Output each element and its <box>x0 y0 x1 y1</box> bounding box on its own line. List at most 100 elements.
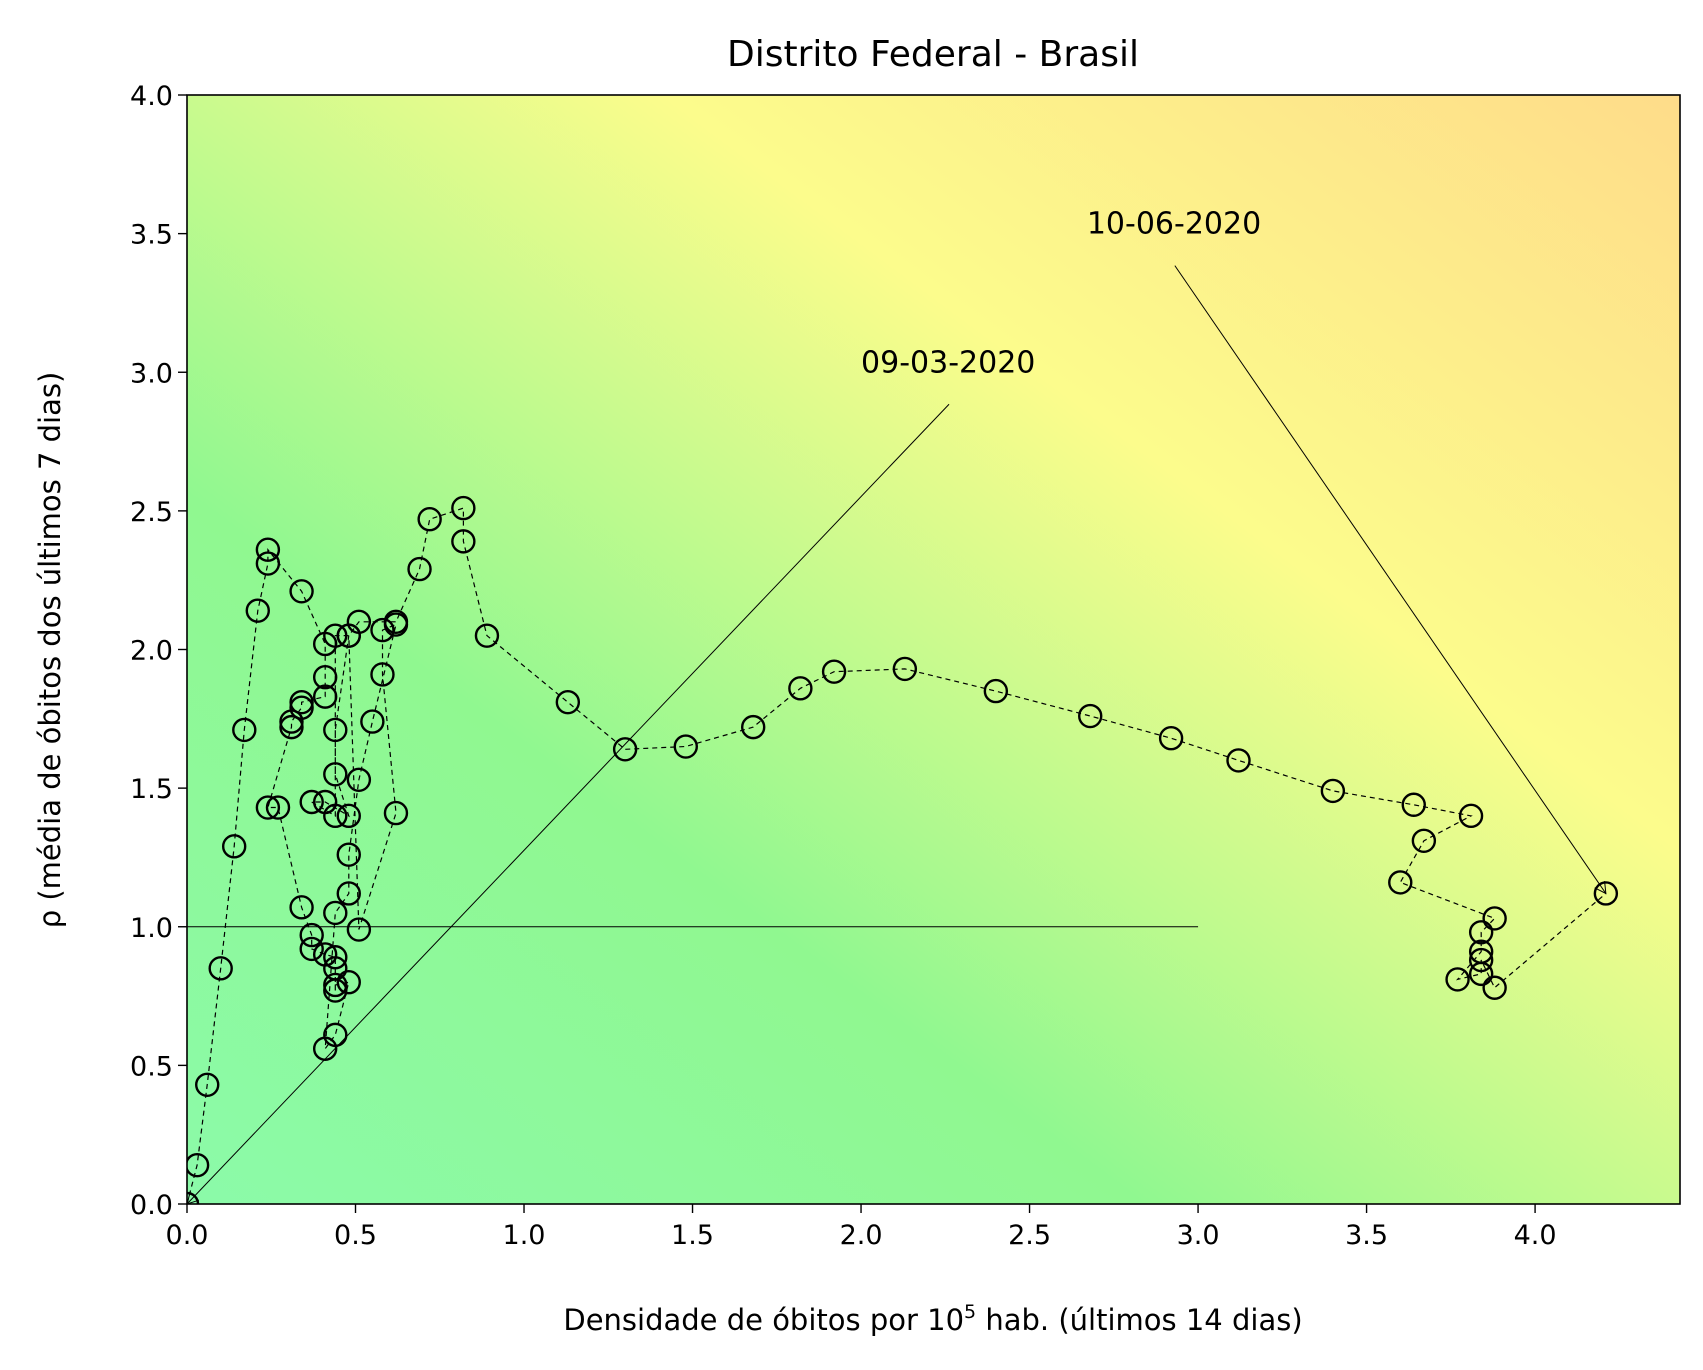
plot-area <box>187 495 1619 1204</box>
plot-background <box>187 95 1680 1204</box>
data-point <box>299 922 324 948</box>
data-point <box>323 717 348 743</box>
data-point <box>892 656 918 682</box>
x-axis-label-main: Densidade de óbitos por 10 <box>563 1303 964 1337</box>
data-point <box>336 970 361 995</box>
data-point <box>323 945 348 970</box>
x-axis-label-sup: 5 <box>964 1301 976 1323</box>
data-point <box>1482 906 1507 931</box>
data-point <box>821 659 847 684</box>
data-point <box>370 662 395 687</box>
data-point <box>232 717 257 743</box>
y-tick-label: 4.0 <box>130 81 173 112</box>
chart-title: Distrito Federal - Brasil <box>727 34 1139 75</box>
data-point <box>323 762 348 787</box>
data-point <box>740 714 766 740</box>
data-point <box>1468 961 1494 987</box>
data-point <box>289 895 314 920</box>
data-point <box>245 598 270 623</box>
data-point <box>279 709 304 734</box>
data-point <box>346 609 372 634</box>
data-point <box>289 689 314 715</box>
x-tick-label: 4.0 <box>1514 1220 1557 1251</box>
data-point <box>346 767 372 793</box>
data-point <box>255 795 281 820</box>
data-point <box>1482 975 1507 1000</box>
data-point <box>983 678 1009 704</box>
data-point <box>187 1152 210 1178</box>
annotations: 09-03-2020 10-06-2020 <box>186 207 1607 1205</box>
data-point <box>312 665 338 690</box>
annotation-label: 09-03-2020 <box>861 345 1035 380</box>
data-point <box>1468 947 1494 973</box>
x-tick-label: 2.5 <box>1008 1220 1051 1251</box>
annotation-arrow <box>186 403 950 1205</box>
y-tick-label: 0.0 <box>130 1190 173 1221</box>
data-point <box>1411 828 1437 854</box>
y-tick-label: 2.0 <box>130 636 173 667</box>
data-point <box>323 900 348 926</box>
data-point <box>451 495 476 521</box>
data-point <box>1320 778 1346 804</box>
data-point <box>1401 792 1426 817</box>
data-point <box>383 609 409 634</box>
x-tick-label: 1.5 <box>671 1220 714 1251</box>
data-point <box>407 556 432 582</box>
data-point <box>289 579 314 604</box>
data-point <box>1458 803 1484 829</box>
x-tick-label: 0.5 <box>334 1220 377 1251</box>
x-axis-label-suffix: hab. (últimos 14 dias) <box>976 1303 1303 1337</box>
data-point <box>279 714 304 740</box>
data-point <box>208 956 233 981</box>
data-point <box>255 551 281 576</box>
data-point <box>336 881 361 906</box>
axis-ticks: 0.0 0.5 1.0 1.5 2.0 2.5 3.0 3.5 4.0 0.0 0.5 1.0 1.5 2… <box>130 81 1557 1251</box>
y-tick-label: 0.5 <box>130 1051 173 1082</box>
x-tick-label: 2.0 <box>840 1220 883 1251</box>
data-point <box>451 529 476 554</box>
data-point <box>195 1072 220 1097</box>
data-point <box>788 676 813 701</box>
x-axis-label: Densidade de óbitos por 105 hab. (último… <box>563 1301 1302 1337</box>
data-point <box>370 617 395 643</box>
annotation-arrow <box>1174 265 1607 895</box>
y-tick-label: 3.0 <box>130 358 173 389</box>
data-point <box>299 936 324 962</box>
data-point <box>312 684 338 709</box>
y-tick-label: 1.0 <box>130 913 173 944</box>
x-tick-label: 3.5 <box>1345 1220 1388 1251</box>
data-point <box>1468 920 1494 945</box>
data-point <box>1158 726 1184 751</box>
data-point <box>221 834 247 859</box>
y-tick-label: 1.5 <box>130 774 173 805</box>
y-tick-label: 3.5 <box>130 220 173 251</box>
data-point <box>1226 748 1251 773</box>
data-point <box>346 917 372 942</box>
data-point <box>1445 967 1470 992</box>
data-point <box>265 795 291 820</box>
data-point <box>360 709 385 734</box>
data-point <box>673 734 698 759</box>
y-axis-label: ρ (média de óbitos dos últimos 7 dias) <box>33 372 67 929</box>
data-point <box>323 803 348 829</box>
data-point <box>299 789 324 815</box>
data-point <box>1388 870 1413 895</box>
data-point <box>312 1036 338 1061</box>
data-point <box>323 978 348 1003</box>
x-tick-label: 0.0 <box>166 1220 209 1251</box>
data-point <box>383 800 409 826</box>
data-point <box>1078 703 1103 729</box>
data-point <box>323 972 348 998</box>
data-point <box>255 537 281 562</box>
data-point <box>474 623 500 648</box>
data-point <box>612 737 638 762</box>
annotation-label: 10-06-2020 <box>1087 207 1261 242</box>
data-point <box>417 506 442 532</box>
x-tick-label: 3.0 <box>1177 1220 1220 1251</box>
data-point <box>323 623 348 648</box>
data-point <box>336 842 361 867</box>
data-point <box>336 803 361 829</box>
x-tick-label: 1.0 <box>503 1220 546 1251</box>
data-point <box>555 689 581 715</box>
y-tick-label: 2.5 <box>130 497 173 528</box>
